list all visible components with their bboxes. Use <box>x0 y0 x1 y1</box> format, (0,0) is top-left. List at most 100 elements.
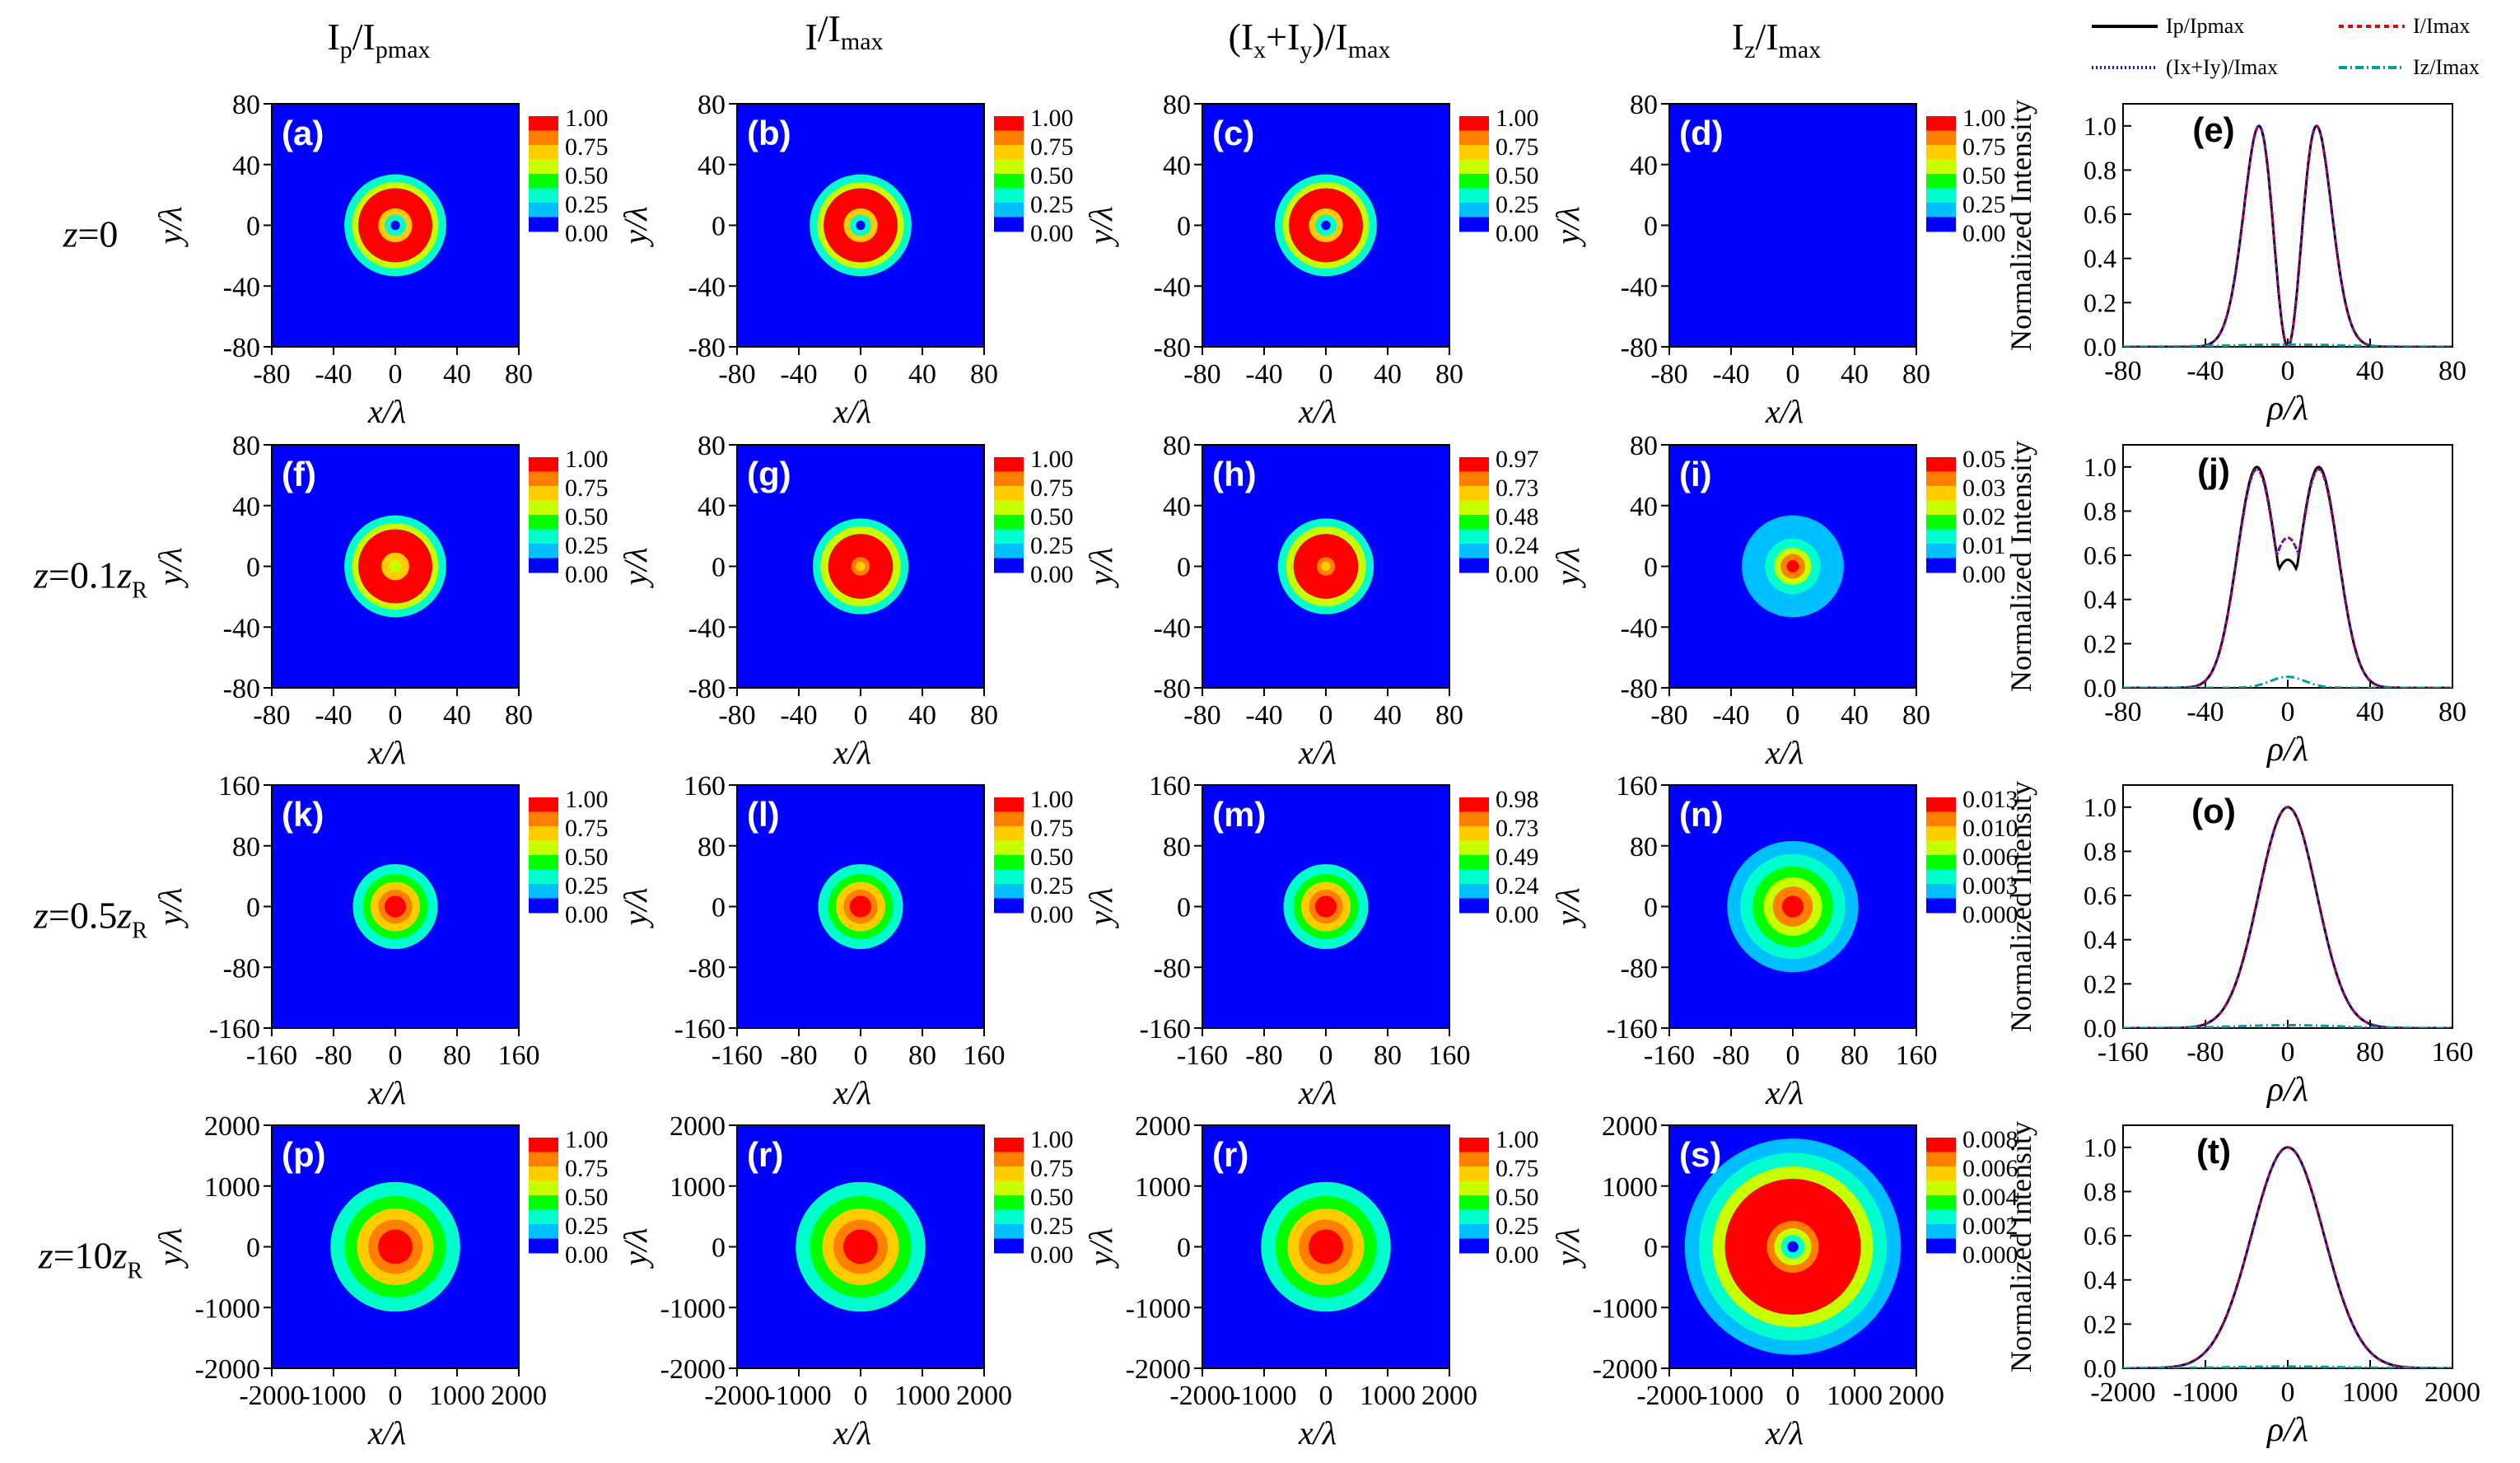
colorbar-label: 0.25 <box>1962 191 2006 218</box>
y-tick-label: -40 <box>1154 613 1191 643</box>
x-tick-label: -40 <box>2186 697 2224 727</box>
colorbar-label: 0.03 <box>1962 474 2006 502</box>
colorbar-segment <box>994 898 1024 914</box>
profile-plots: -80 -40 0 40 80 0.0 0.2 0.4 0.6 0.8 1.0 Normalized … <box>2004 100 2480 1449</box>
x-tick-label: -40 <box>315 359 352 390</box>
x-tick-label: 80 <box>970 700 998 731</box>
x-tick-label: 0 <box>854 359 868 390</box>
colorbar-label: 0.25 <box>1496 191 1539 218</box>
colorbar-label: 0.50 <box>1962 162 2006 189</box>
colorbar-segment <box>994 884 1024 899</box>
y-tick-label: 80 <box>1630 90 1658 120</box>
y-tick-label: 2000 <box>204 1111 260 1142</box>
x-tick-label: -2000 <box>2090 1377 2155 1408</box>
y-tick-label: -2000 <box>660 1354 726 1385</box>
y-tick-label: 40 <box>1630 151 1658 181</box>
y-tick-label: 1.0 <box>2084 452 2116 482</box>
colorbar-segment <box>1459 840 1489 856</box>
colorbar-segment <box>1926 159 1956 175</box>
intensity-ring-5 <box>1321 561 1331 572</box>
y-tick-label: -160 <box>209 1014 260 1045</box>
colorbar-segment <box>1926 1152 1956 1167</box>
heatmap-panel-k: (k)-160 -80 0 80 160160800-80-160x/λy/λ1.000… <box>152 771 609 1111</box>
colorbar-label: 0.003 <box>1962 872 2018 900</box>
y-tick-label: -80 <box>1621 333 1658 363</box>
y-tick-label: 1000 <box>670 1172 726 1203</box>
panel-label: (b) <box>747 114 791 152</box>
colorbar-label: 0.75 <box>1030 1155 1074 1182</box>
intensity-ring-5 <box>849 895 872 918</box>
profile-frame <box>2122 784 2453 1029</box>
y-tick-label: -1000 <box>195 1293 260 1324</box>
heatmap-panel-b: (b)-80 -40 0 40 8080400-40-80x/λy/λ1.000.750… <box>617 90 1074 430</box>
x-tick-label: 80 <box>505 359 533 390</box>
x-tick-label: 80 <box>970 359 998 390</box>
y-tick-label: 0.6 <box>2084 1221 2116 1250</box>
colorbar-segment <box>529 529 558 545</box>
x-axis-label: x/λ <box>1765 393 1804 430</box>
y-tick-label: 160 <box>1149 771 1191 802</box>
colorbar-label: 0.50 <box>1496 162 1539 189</box>
y-axis-label: Normalized Intensity <box>2004 781 2037 1032</box>
x-tick-label: 160 <box>2432 1037 2474 1068</box>
y-tick-label: 0.2 <box>2084 629 2116 658</box>
x-tick-label: 0 <box>2281 356 2295 386</box>
colorbar-segment <box>529 203 558 217</box>
colorbar-segment <box>1459 1195 1489 1210</box>
colorbar-label: 0.00 <box>565 901 609 928</box>
colorbar-segment <box>994 515 1024 530</box>
y-tick-label: 1000 <box>1135 1172 1191 1203</box>
panel-grid: (a)-80 -40 0 40 8080400-40-80x/λy/λ1.000.750… <box>152 90 2018 1451</box>
panel-label: (e) <box>2192 110 2234 149</box>
series-ixy <box>2123 1146 2452 1368</box>
y-tick-label: 0 <box>1177 893 1191 923</box>
colorbar-segment <box>529 558 558 573</box>
x-tick-label: 0 <box>1319 1040 1333 1071</box>
colorbar-label: 0.75 <box>565 815 609 842</box>
y-tick-label: 80 <box>1163 832 1191 862</box>
colorbar-label: 0.00 <box>1030 561 1074 588</box>
colorbar-segment <box>1459 188 1489 203</box>
x-tick-label: 0 <box>389 700 403 731</box>
colorbar-label: 0.00 <box>1962 561 2006 588</box>
colorbar-segment <box>994 826 1024 841</box>
heatmap-panel-i: (i)-80 -40 0 40 8080400-40-80x/λy/λ0.050.030… <box>1549 431 2006 771</box>
colorbar-label: 0.75 <box>1030 474 1074 502</box>
y-tick-label: 2000 <box>1135 1111 1191 1142</box>
y-tick-label: -2000 <box>195 1354 260 1385</box>
series-iz <box>2123 1024 2452 1028</box>
colorbar-segment <box>994 1152 1024 1167</box>
y-tick-label: 0.8 <box>2084 836 2116 866</box>
x-tick-label: -80 <box>1245 1040 1282 1071</box>
x-tick-label: 0 <box>389 1381 403 1411</box>
colorbar-segment <box>1926 188 1956 203</box>
colorbar-segment <box>1926 529 1956 545</box>
heatmap-panel-s: (s)-2000-1000 0 1000 2000200010000-1000-200… <box>1549 1111 2018 1451</box>
colorbar-label: 0.00 <box>1030 1241 1074 1269</box>
colorbar-segment <box>1459 855 1489 870</box>
colorbar-segment <box>529 145 558 160</box>
colorbar-segment <box>529 174 558 189</box>
colorbar-segment <box>529 840 558 856</box>
colorbar-label: 0.00 <box>1496 561 1539 588</box>
x-tick-label: -80 <box>315 1040 352 1071</box>
y-tick-label: 80 <box>232 431 260 461</box>
x-tick-label: -1000 <box>301 1381 366 1411</box>
colorbar-label: 0.75 <box>1496 133 1539 161</box>
x-tick-label: -80 <box>1183 700 1220 731</box>
y-tick-label: -40 <box>1621 613 1658 643</box>
y-tick-label: 80 <box>698 431 726 461</box>
colorbar-segment <box>994 840 1024 856</box>
legend-label: I/Imax <box>2413 14 2470 38</box>
x-axis-label: x/λ <box>367 1414 406 1451</box>
colorbar-label: 0.73 <box>1496 474 1539 502</box>
colorbar-segment <box>994 130 1024 146</box>
x-tick-label: -40 <box>1245 359 1282 390</box>
y-tick-label: 80 <box>1163 90 1191 120</box>
y-tick-label: -1000 <box>1593 1293 1658 1324</box>
y-tick-label: -80 <box>223 333 260 363</box>
legend-label: Iz/Imax <box>2413 55 2480 79</box>
colorbar-segment <box>1926 116 1956 131</box>
x-tick-label: -40 <box>780 700 817 731</box>
y-tick-label: 0 <box>712 553 726 583</box>
